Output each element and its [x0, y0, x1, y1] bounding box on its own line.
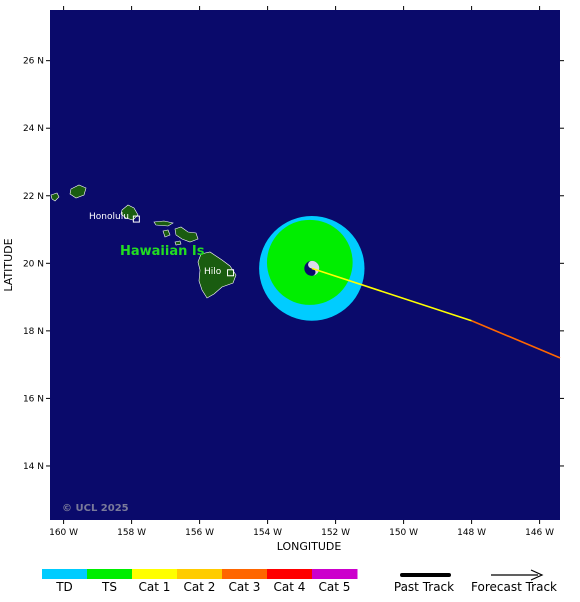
y-tick-label: 20 N [23, 259, 44, 269]
island-kauai [69, 184, 87, 199]
hilo-label: Hilo [204, 267, 222, 277]
legend-category-label: TD [55, 580, 73, 594]
past-track-legend: Past Track [394, 573, 454, 594]
x-tick-label: 154 W [253, 528, 282, 538]
land-layer [50, 184, 237, 299]
x-tick-label: 156 W [185, 528, 214, 538]
legend-swatch [87, 569, 133, 579]
past-track-label: Past Track [394, 580, 454, 594]
legend-category-label: Cat 2 [184, 580, 216, 594]
region-label: Hawaiian Is [120, 244, 205, 259]
forecast-track-segment [471, 319, 561, 359]
x-tick-label: 158 W [117, 528, 146, 538]
x-tick-label: 152 W [321, 528, 350, 538]
x-tick-label: 148 W [457, 528, 486, 538]
legend-swatch [132, 569, 178, 579]
arrow-right-icon [530, 569, 544, 581]
forecast-track-segment [311, 267, 472, 322]
legend-category-label: Cat 5 [319, 580, 351, 594]
city-marker [132, 215, 140, 223]
honolulu-label: Honolulu [89, 212, 129, 222]
forecast-track-label: Forecast Track [471, 580, 557, 594]
x-tick-label: 146 W [525, 528, 554, 538]
island-maui [174, 226, 199, 243]
island-hawaii [197, 251, 237, 299]
legend-category-label: Cat 3 [229, 580, 261, 594]
y-axis-ticks: 26 N 24 N 22 N 20 N 18 N 16 N 14 N [23, 57, 564, 472]
city-markers [132, 215, 235, 277]
x-axis-title: LONGITUDE [277, 540, 342, 553]
legend-swatch [42, 569, 88, 579]
island-niihau [50, 192, 60, 202]
legend-swatch [312, 569, 358, 579]
copyright-label: © UCL 2025 [62, 503, 129, 514]
y-tick-label: 14 N [23, 462, 44, 472]
forecast-track-line [311, 267, 561, 359]
legend-swatch [222, 569, 268, 579]
x-tick-label: 160 W [49, 528, 78, 538]
island-molokai [153, 220, 174, 227]
island-lanai [162, 229, 171, 238]
y-tick-label: 18 N [23, 327, 44, 337]
legend-category-label: Cat 4 [274, 580, 306, 594]
y-tick-label: 26 N [23, 57, 44, 67]
legend-category-label: Cat 1 [139, 580, 171, 594]
legend-swatch [177, 569, 223, 579]
y-axis-title: LATITUDE [2, 238, 15, 291]
forecast-track-legend: Forecast Track [471, 569, 557, 594]
x-axis-ticks: 160 W 158 W 156 W 154 W 152 W 150 W 148 W 146 W [49, 6, 554, 538]
city-marker [227, 269, 235, 277]
legend-category-label: TS [101, 580, 117, 594]
y-tick-label: 24 N [23, 124, 44, 134]
y-tick-label: 22 N [23, 192, 44, 202]
island-kahoolawe [174, 240, 182, 246]
category-legend: TD TS Cat 1 Cat 2 Cat 3 Cat 4 Cat 5 [42, 569, 358, 594]
y-tick-label: 16 N [23, 394, 44, 404]
x-tick-label: 150 W [389, 528, 418, 538]
legend-swatch [267, 569, 313, 579]
